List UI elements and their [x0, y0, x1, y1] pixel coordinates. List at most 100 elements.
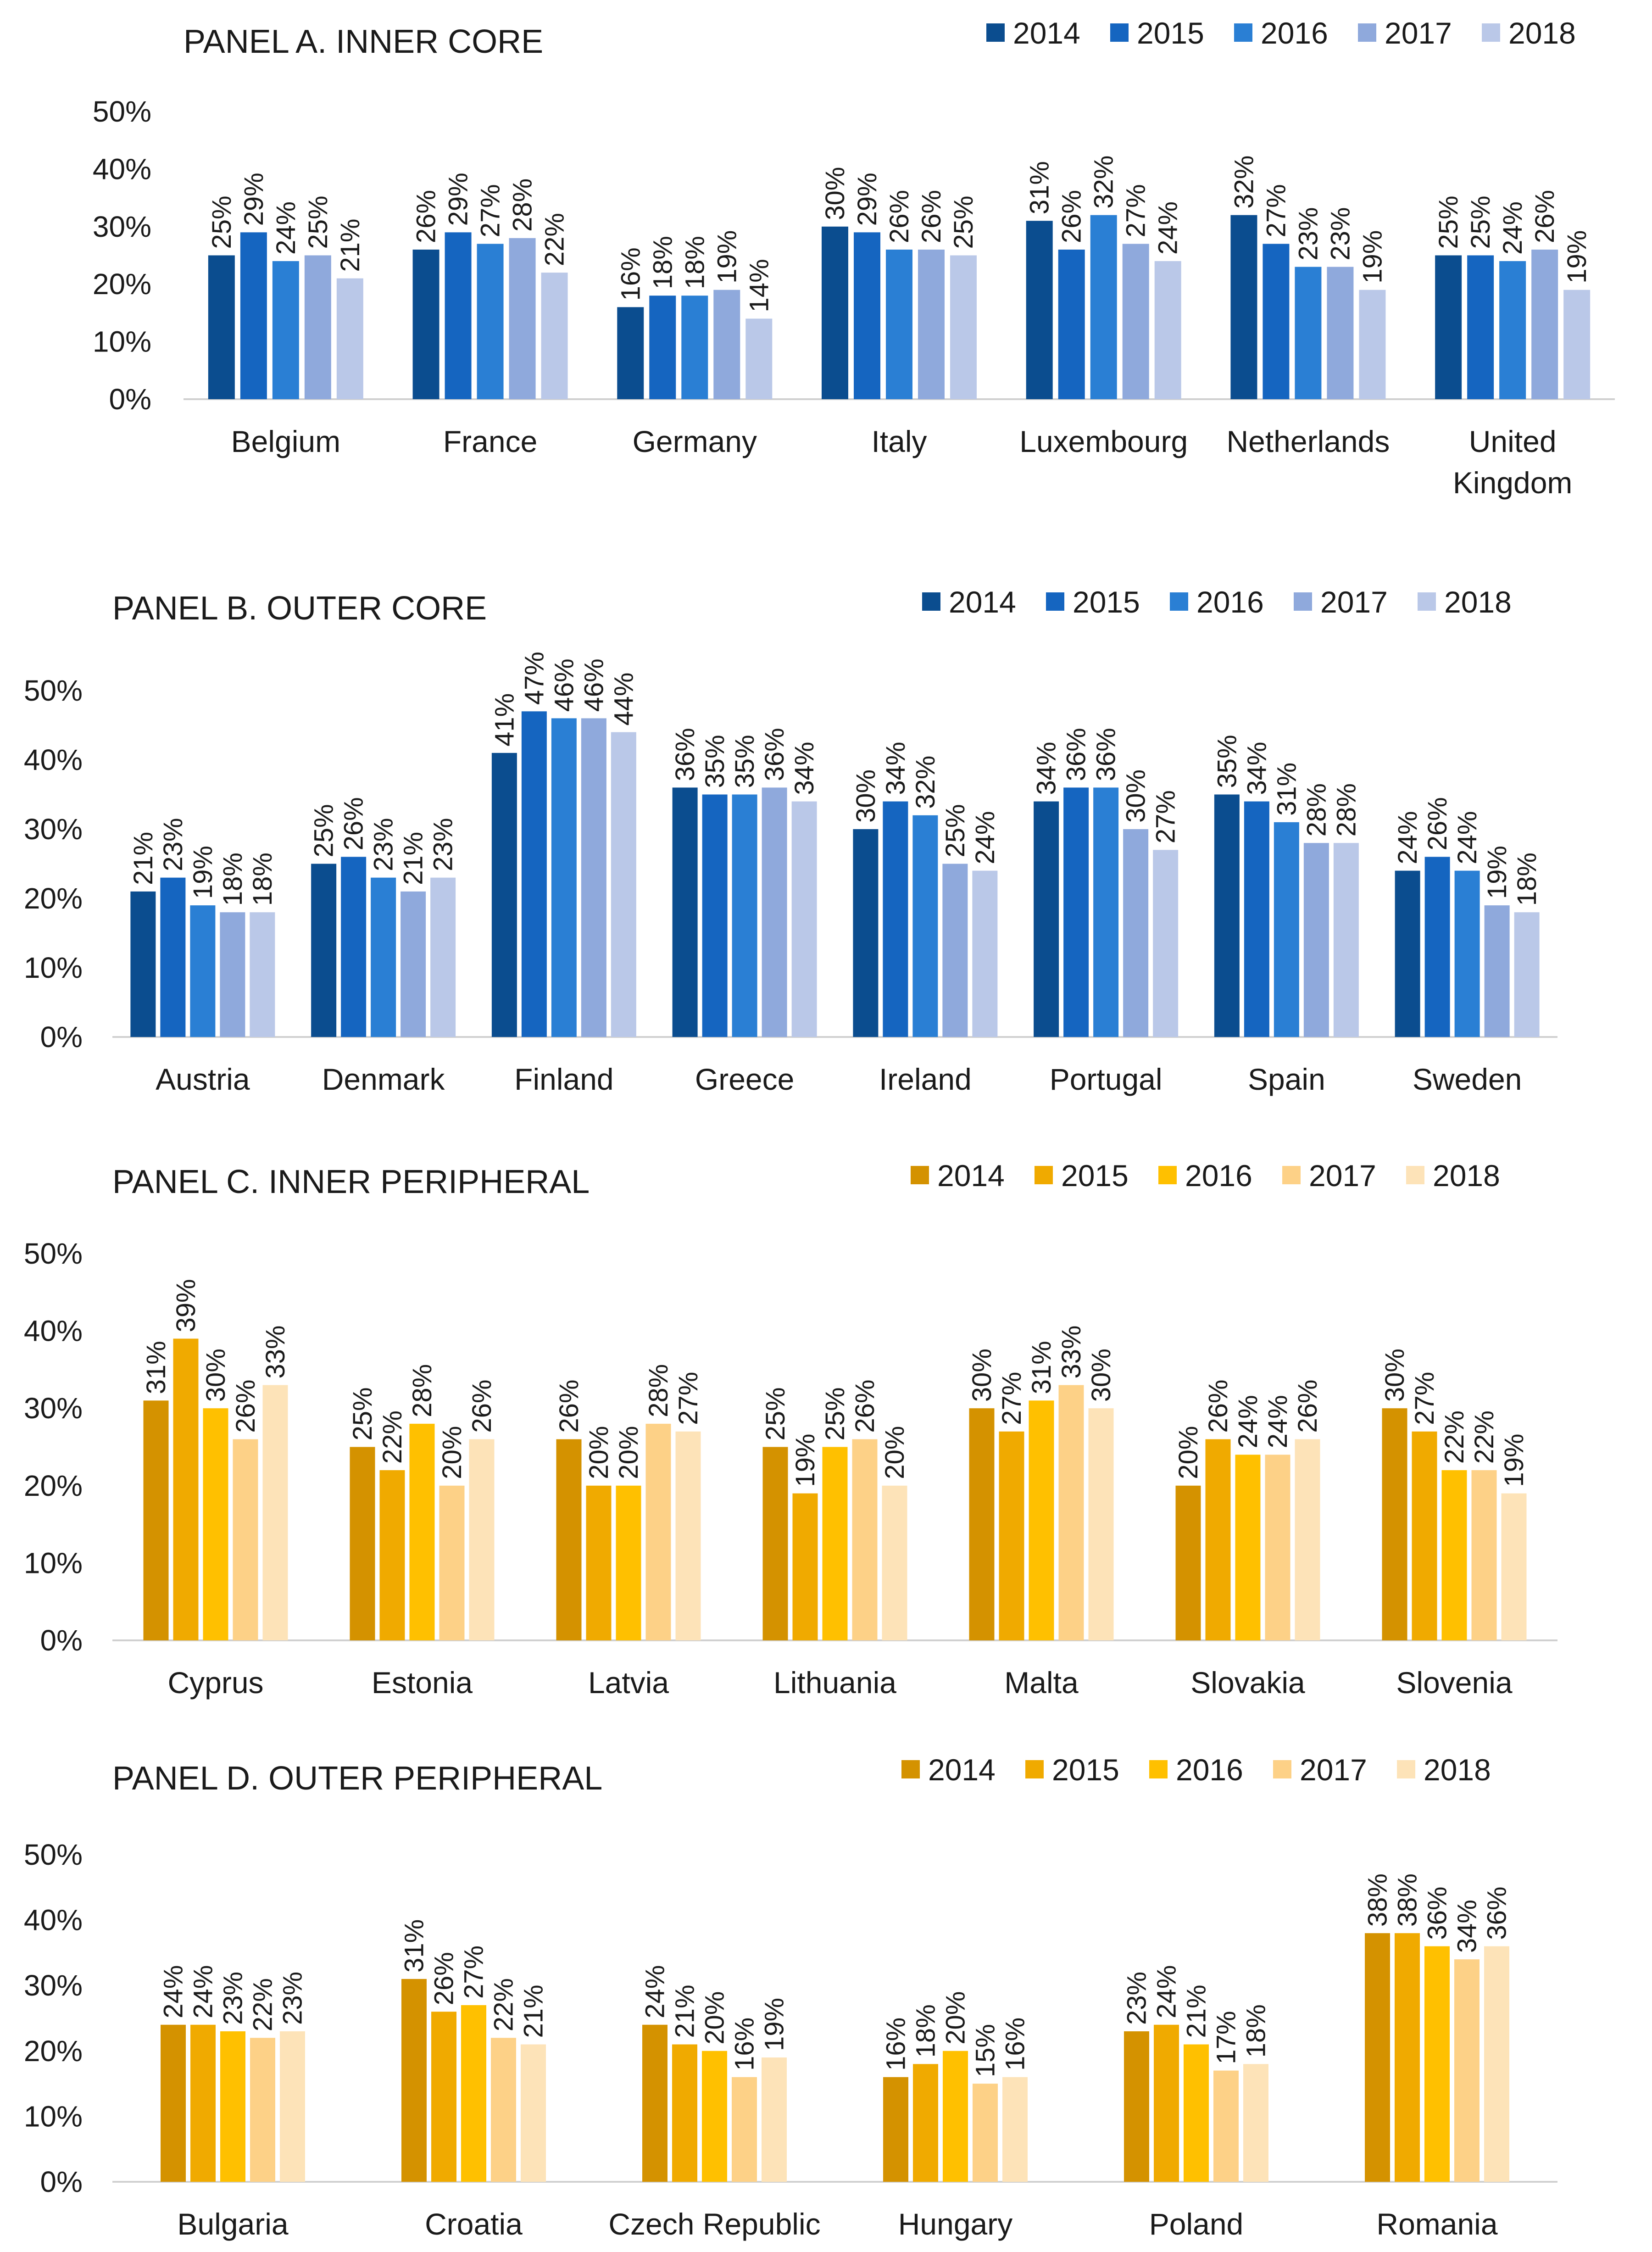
data-label: 24% — [271, 201, 301, 255]
bar-ireland-2016 — [912, 815, 938, 1037]
legend-label-2014: 2014 — [928, 1753, 996, 1787]
data-label: 18% — [680, 236, 710, 289]
data-label: 19% — [712, 230, 742, 284]
y-tick-label: 40% — [93, 152, 151, 185]
y-tick-label: 10% — [24, 2100, 83, 2133]
category-label-line: Greece — [695, 1062, 794, 1096]
bar-belgium-2017 — [304, 255, 331, 399]
bar-malta-2014 — [969, 1408, 995, 1640]
bar-united-kingdom-2017 — [1531, 249, 1558, 399]
data-label: 23% — [369, 818, 399, 871]
legend-swatch-2017 — [1294, 592, 1312, 611]
data-label: 26% — [339, 797, 369, 850]
legend-swatch-2016 — [1234, 23, 1252, 42]
category-label-sweden: Sweden — [1413, 1062, 1522, 1096]
data-label: 26% — [850, 1380, 880, 1433]
data-label: 35% — [1212, 735, 1242, 788]
bar-finland-2015 — [521, 711, 547, 1037]
bar-sweden-2016 — [1454, 870, 1480, 1037]
bar-malta-2017 — [1058, 1385, 1084, 1640]
bar-croatia-2018 — [521, 2044, 546, 2182]
data-label: 26% — [429, 1952, 459, 2005]
data-label: 26% — [1530, 190, 1560, 243]
data-label: 26% — [554, 1380, 584, 1433]
bar-france-2014 — [412, 249, 439, 399]
data-label: 25% — [207, 195, 237, 249]
category-label-line: Slovenia — [1396, 1666, 1512, 1700]
bar-france-2018 — [541, 273, 568, 399]
legend-swatch-2017 — [1358, 23, 1376, 42]
data-label: 19% — [1562, 230, 1592, 284]
data-label: 20% — [700, 1991, 730, 2045]
category-label-line: Italy — [871, 424, 927, 458]
legend-swatch-2015 — [1035, 1166, 1053, 1184]
category-label-lithuania: Lithuania — [773, 1666, 896, 1700]
data-label: 27% — [1121, 184, 1151, 237]
data-label: 26% — [884, 190, 914, 243]
data-label: 23% — [428, 818, 458, 871]
bar-cyprus-2018 — [262, 1385, 288, 1640]
data-label: 29% — [239, 173, 269, 226]
data-label: 34% — [1452, 1900, 1482, 1953]
bar-italy-2014 — [822, 226, 848, 399]
y-tick-label: 30% — [24, 1392, 83, 1425]
bar-croatia-2016 — [461, 2005, 486, 2182]
category-label-line: Malta — [1004, 1666, 1079, 1700]
data-label: 24% — [640, 1965, 670, 2018]
bar-denmark-2014 — [311, 864, 337, 1037]
bar-slovenia-2014 — [1382, 1408, 1407, 1640]
legend-label-2018: 2018 — [1508, 16, 1576, 50]
data-label: 22% — [1440, 1410, 1469, 1464]
bar-portugal-2018 — [1153, 850, 1179, 1037]
y-tick-label: 30% — [93, 210, 151, 243]
y-tick-label: 50% — [24, 674, 83, 707]
legend-label-2017: 2017 — [1320, 585, 1388, 619]
legend-label-2016: 2016 — [1176, 1753, 1243, 1787]
data-label: 47% — [519, 652, 549, 705]
data-label: 30% — [1121, 769, 1151, 823]
y-tick-label: 0% — [109, 383, 152, 416]
data-label: 22% — [248, 1978, 278, 2031]
data-label: 26% — [1423, 797, 1452, 850]
data-label: 24% — [189, 1965, 218, 2018]
bar-spain-2016 — [1274, 822, 1299, 1037]
y-tick-label: 30% — [24, 813, 83, 846]
data-label: 35% — [700, 735, 730, 788]
category-label-slovakia: Slovakia — [1190, 1666, 1305, 1700]
bar-united-kingdom-2014 — [1435, 255, 1462, 399]
bar-austria-2016 — [190, 905, 216, 1037]
bar-greece-2017 — [762, 787, 787, 1037]
bar-finland-2017 — [581, 718, 606, 1037]
category-label-line: Kingdom — [1453, 466, 1573, 500]
bar-germany-2018 — [745, 318, 773, 399]
bar-greece-2015 — [702, 794, 728, 1037]
data-label: 20% — [614, 1426, 644, 1479]
category-label-line: Bulgaria — [177, 2207, 288, 2241]
legend-label-2014: 2014 — [949, 585, 1016, 619]
category-label-line: Belgium — [231, 424, 340, 458]
y-tick-label: 20% — [24, 882, 83, 915]
data-label: 28% — [1331, 783, 1361, 836]
bar-spain-2015 — [1244, 801, 1269, 1037]
category-label-line: France — [443, 424, 537, 458]
bar-portugal-2015 — [1063, 787, 1089, 1037]
bar-cyprus-2017 — [233, 1439, 258, 1640]
data-label: 36% — [1091, 728, 1121, 781]
bar-bulgaria-2017 — [250, 2038, 275, 2182]
panel-1: PANEL A. INNER CORE 2014 2015 2016 2017 2018 0… — [93, 16, 1615, 500]
bar-denmark-2018 — [430, 877, 456, 1037]
bar-lithuania-2017 — [852, 1439, 878, 1640]
data-label: 28% — [407, 1364, 437, 1417]
y-tick-label: 40% — [24, 1315, 83, 1348]
bar-slovakia-2017 — [1265, 1455, 1290, 1640]
data-label: 31% — [1027, 1341, 1057, 1394]
data-label: 24% — [1152, 1965, 1182, 2018]
y-tick-label: 0% — [40, 1624, 83, 1657]
bar-ireland-2017 — [942, 864, 968, 1037]
bar-netherlands-2014 — [1230, 215, 1257, 399]
bar-latvia-2014 — [556, 1439, 582, 1640]
y-tick-label: 10% — [24, 1546, 83, 1579]
panel-2: PANEL B. OUTER CORE 2014 2015 2016 2017 2018 0… — [24, 585, 1557, 1096]
legend-swatch-2017 — [1282, 1166, 1301, 1184]
bar-greece-2014 — [672, 787, 698, 1037]
